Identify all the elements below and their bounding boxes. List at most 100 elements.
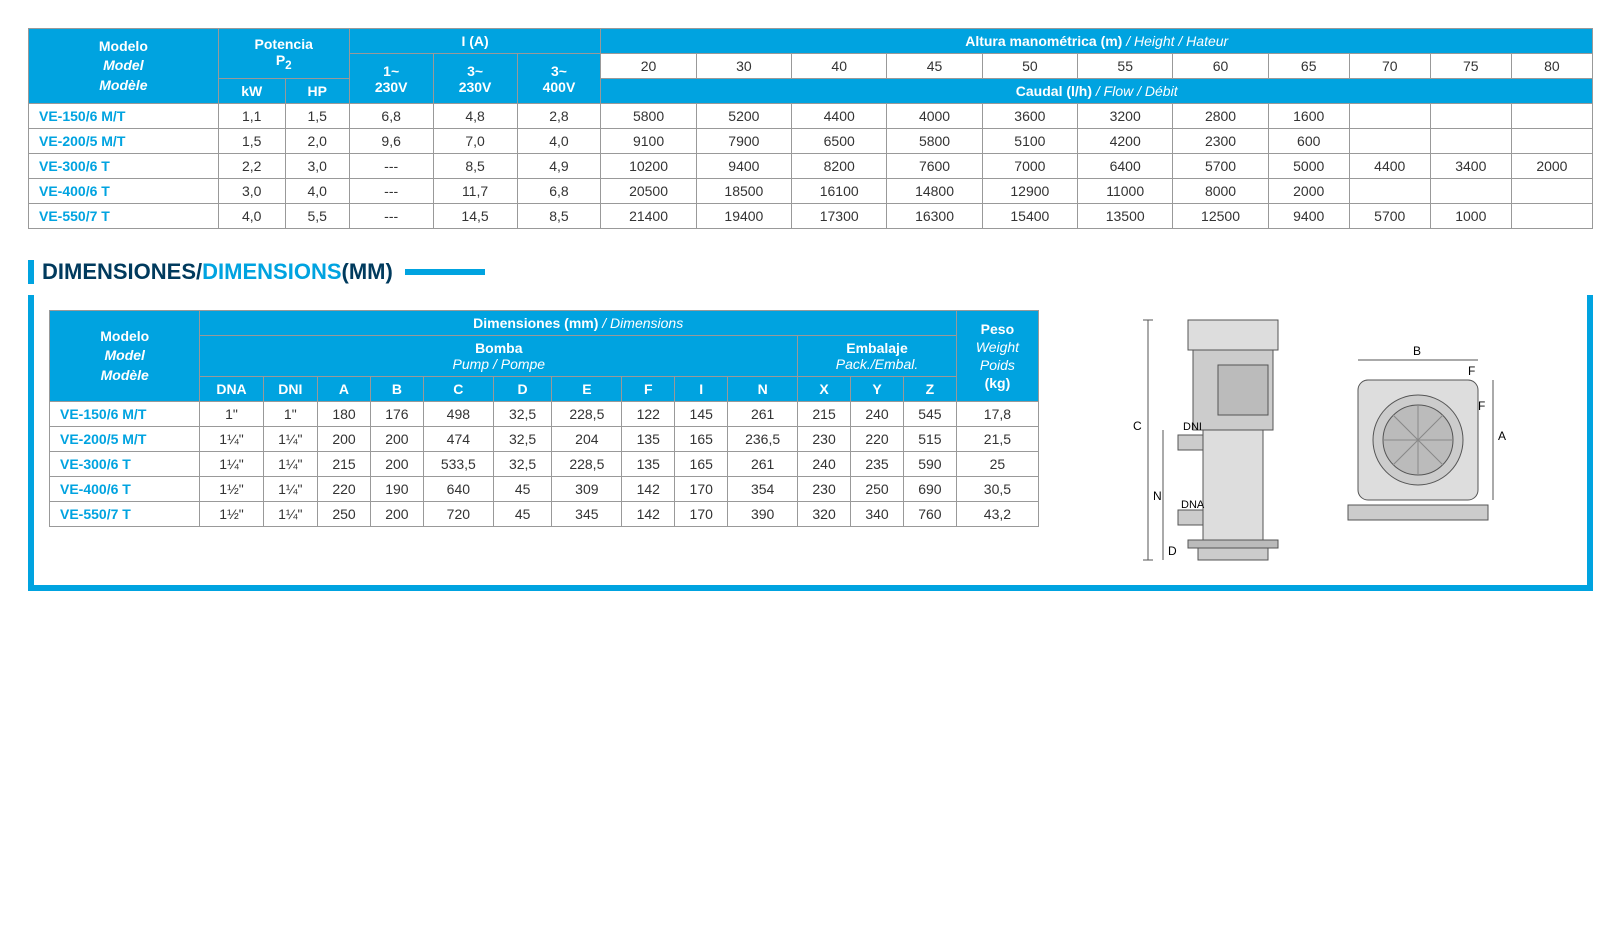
dim-cell: 122 — [622, 402, 675, 427]
spec-flow-cell — [1349, 179, 1430, 204]
spec-height-5: 55 — [1078, 54, 1173, 79]
spec-model-cell: VE-150/6 M/T — [29, 104, 219, 129]
spec-header-230v-3: 3~230V — [433, 54, 517, 104]
spec-flow-cell: 3600 — [982, 104, 1077, 129]
dim-cell: 145 — [675, 402, 728, 427]
dim-cell: 545 — [903, 402, 956, 427]
spec-model-cell: VE-550/7 T — [29, 204, 219, 229]
dim-cell: 220 — [851, 427, 904, 452]
spec-header-current: I (A) — [349, 29, 601, 54]
spec-cell: 8,5 — [517, 204, 601, 229]
dim-peso-cell: 25 — [956, 452, 1038, 477]
spec-flow-cell: 16300 — [887, 204, 982, 229]
spec-height-7: 65 — [1268, 54, 1349, 79]
spec-flow-cell — [1349, 129, 1430, 154]
spec-flow-cell: 8000 — [1173, 179, 1268, 204]
dim-cell: 1¼" — [263, 427, 317, 452]
dim-model-cell: VE-300/6 T — [50, 452, 200, 477]
spec-height-0: 20 — [601, 54, 696, 79]
dim-cell: 190 — [370, 477, 423, 502]
spec-height-3: 45 — [887, 54, 982, 79]
dim-col-header: N — [728, 377, 798, 402]
dim-col-header: E — [552, 377, 622, 402]
spec-flow-cell — [1511, 204, 1592, 229]
spec-header-kw: kW — [218, 79, 285, 104]
spec-flow-cell: 5100 — [982, 129, 1077, 154]
dim-cell: 590 — [903, 452, 956, 477]
spec-row: VE-400/6 T3,04,0---11,76,820500185001610… — [29, 179, 1593, 204]
spec-cell: 11,7 — [433, 179, 517, 204]
dim-cell: 228,5 — [552, 402, 622, 427]
dim-cell: 170 — [675, 477, 728, 502]
dim-row: VE-300/6 T1¼"1¼"215200533,532,5228,51351… — [50, 452, 1039, 477]
label-b: B — [1413, 344, 1421, 358]
spec-flow-cell: 2000 — [1268, 179, 1349, 204]
spec-header-caudal: Caudal (l/h) / Flow / Débit — [601, 79, 1593, 104]
dim-cell: 32,5 — [493, 427, 552, 452]
dim-cell: 200 — [370, 427, 423, 452]
dim-cell: 200 — [370, 452, 423, 477]
spec-flow-cell: 14800 — [887, 179, 982, 204]
pump-top-diagram: B A F F — [1328, 340, 1508, 540]
dim-cell: 180 — [318, 402, 371, 427]
dim-row: VE-150/6 M/T1"1"18017649832,5228,5122145… — [50, 402, 1039, 427]
dim-cell: 1¼" — [200, 452, 263, 477]
spec-flow-cell: 5700 — [1349, 204, 1430, 229]
spec-height-1: 30 — [696, 54, 791, 79]
dim-cell: 230 — [798, 427, 851, 452]
spec-flow-cell: 9400 — [696, 154, 791, 179]
spec-flow-cell: 7900 — [696, 129, 791, 154]
dim-cell: 320 — [798, 502, 851, 527]
spec-flow-cell — [1511, 179, 1592, 204]
spec-flow-cell — [1511, 129, 1592, 154]
dim-header-embalaje: Embalaje Pack./Embal. — [798, 336, 957, 377]
spec-cell: 1,5 — [285, 104, 349, 129]
dim-cell: 32,5 — [493, 452, 552, 477]
dim-cell: 1¼" — [263, 477, 317, 502]
spec-cell: 3,0 — [285, 154, 349, 179]
spec-header-400v-3: 3~400V — [517, 54, 601, 104]
dim-cell: 760 — [903, 502, 956, 527]
spec-flow-cell: 1000 — [1430, 204, 1511, 229]
spec-row: VE-200/5 M/T1,52,09,67,04,09100790065005… — [29, 129, 1593, 154]
spec-cell: 14,5 — [433, 204, 517, 229]
spec-flow-cell — [1430, 179, 1511, 204]
dim-cell: 220 — [318, 477, 371, 502]
label-dni: DNI — [1183, 421, 1202, 433]
spec-flow-cell: 21400 — [601, 204, 696, 229]
label-f: F — [1468, 364, 1475, 378]
dim-cell: 1¼" — [200, 427, 263, 452]
spec-header-potencia: Potencia P2 — [218, 29, 349, 79]
dim-cell: 230 — [798, 477, 851, 502]
spec-flow-cell: 20500 — [601, 179, 696, 204]
spec-cell: --- — [349, 204, 433, 229]
label-dna: DNA — [1181, 499, 1205, 511]
spec-cell: 4,0 — [218, 204, 285, 229]
dim-row: VE-200/5 M/T1¼"1¼"20020047432,5204135165… — [50, 427, 1039, 452]
spec-flow-cell: 4200 — [1078, 129, 1173, 154]
spec-model-cell: VE-400/6 T — [29, 179, 219, 204]
dim-cell: 309 — [552, 477, 622, 502]
spec-flow-cell: 15400 — [982, 204, 1077, 229]
label-d: D — [1168, 544, 1177, 558]
spec-flow-cell — [1430, 104, 1511, 129]
spec-header-230v-1: 1~230V — [349, 54, 433, 104]
dim-model-cell: VE-550/7 T — [50, 502, 200, 527]
dim-col-header: DNA — [200, 377, 263, 402]
spec-cell: 4,0 — [517, 129, 601, 154]
dim-header-model: Modelo Model Modèle — [50, 311, 200, 402]
dim-cell: 32,5 — [493, 402, 552, 427]
spec-flow-cell: 8200 — [792, 154, 887, 179]
spec-flow-cell: 4400 — [1349, 154, 1430, 179]
dim-col-header: F — [622, 377, 675, 402]
dim-cell: 135 — [622, 452, 675, 477]
spec-flow-cell: 2300 — [1173, 129, 1268, 154]
spec-cell: --- — [349, 154, 433, 179]
dim-cell: 515 — [903, 427, 956, 452]
spec-cell: 6,8 — [349, 104, 433, 129]
spec-cell: 1,1 — [218, 104, 285, 129]
spec-flow-cell: 3400 — [1430, 154, 1511, 179]
spec-flow-cell: 5800 — [887, 129, 982, 154]
dim-cell: 498 — [423, 402, 493, 427]
dim-cell: 45 — [493, 502, 552, 527]
